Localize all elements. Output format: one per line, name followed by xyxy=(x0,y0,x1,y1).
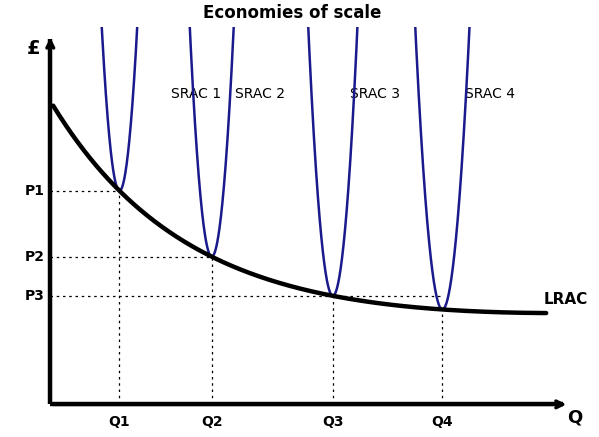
Text: SRAC 2: SRAC 2 xyxy=(235,87,285,101)
Text: P1: P1 xyxy=(25,184,44,198)
Text: SRAC 4: SRAC 4 xyxy=(465,87,516,101)
Text: Q1: Q1 xyxy=(108,415,131,429)
Text: Q4: Q4 xyxy=(431,415,453,429)
Text: SRAC 3: SRAC 3 xyxy=(350,87,400,101)
Title: Economies of scale: Economies of scale xyxy=(203,4,382,22)
Text: P2: P2 xyxy=(25,250,44,264)
Text: £: £ xyxy=(27,39,41,58)
Text: LRAC: LRAC xyxy=(543,292,588,307)
Text: P3: P3 xyxy=(25,289,44,303)
Text: Q2: Q2 xyxy=(201,415,223,429)
Text: SRAC 1: SRAC 1 xyxy=(171,87,222,101)
Text: Q: Q xyxy=(567,409,583,427)
Text: Q3: Q3 xyxy=(322,415,344,429)
